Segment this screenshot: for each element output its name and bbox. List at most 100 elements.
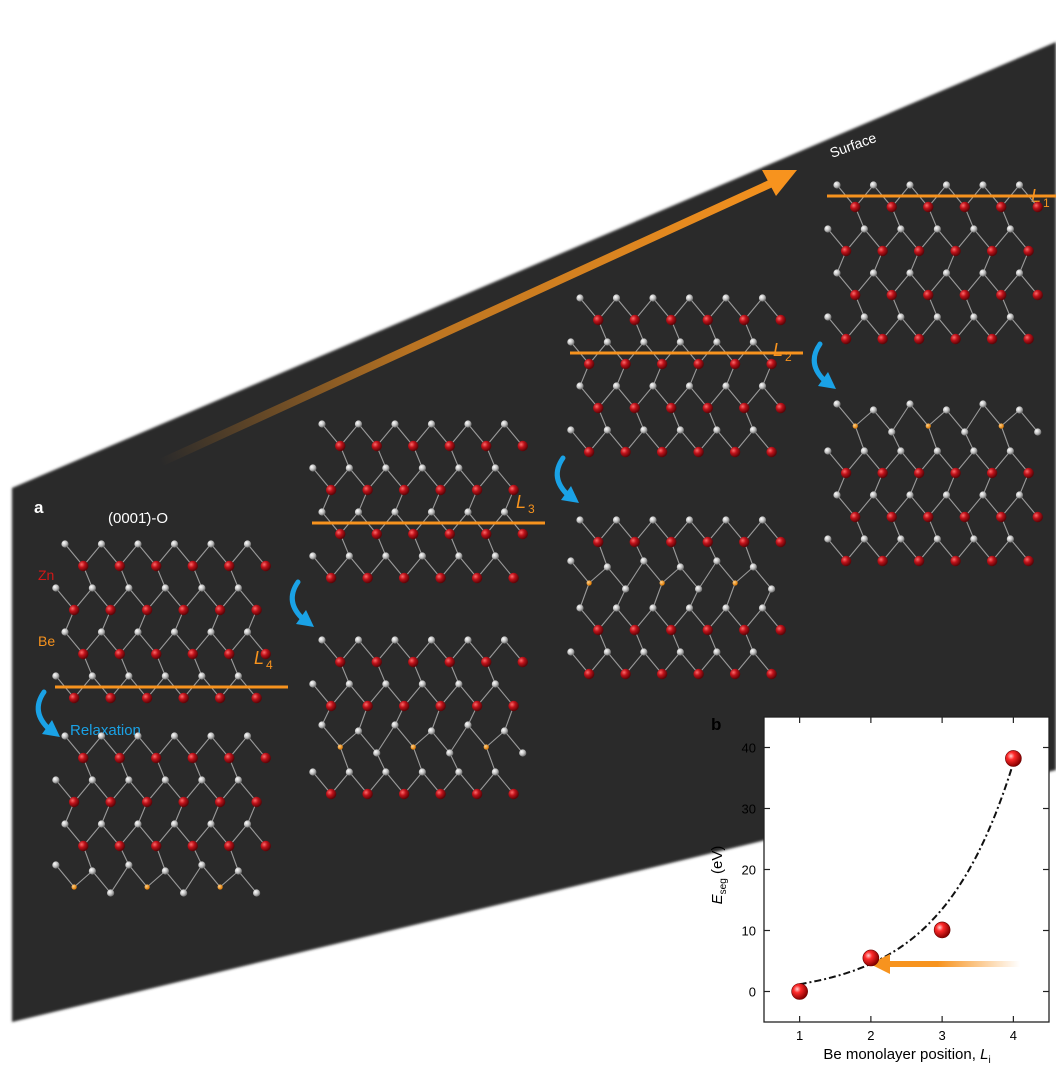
zn-atom xyxy=(178,796,189,808)
zn-atom xyxy=(739,314,750,326)
zn-atom xyxy=(78,840,89,852)
o-atom xyxy=(649,294,657,302)
o-atom xyxy=(860,225,868,233)
bond xyxy=(467,724,487,748)
o-atom xyxy=(722,604,730,612)
zn-atom xyxy=(398,484,410,496)
zn-atom xyxy=(141,796,153,808)
o-atom xyxy=(603,426,611,434)
bond xyxy=(485,730,505,748)
zn-atom xyxy=(593,624,604,636)
svg-text:L: L xyxy=(773,340,783,360)
zn-atom xyxy=(214,604,226,616)
o-atom xyxy=(685,516,694,524)
zn-atom xyxy=(508,700,519,712)
zn-atom xyxy=(886,289,897,301)
bond xyxy=(321,724,341,748)
zn-atom xyxy=(224,648,235,660)
data-point xyxy=(1005,750,1022,767)
bond xyxy=(412,730,432,748)
bond xyxy=(1019,409,1039,433)
zn-atom xyxy=(141,692,153,704)
o-atom xyxy=(897,225,905,233)
zn-atom xyxy=(950,467,961,479)
svg-text:L: L xyxy=(516,492,526,512)
o-atom xyxy=(455,552,463,560)
x-tick-label: 2 xyxy=(867,1028,874,1043)
o-atom xyxy=(309,768,317,776)
o-atom xyxy=(455,464,463,472)
bond xyxy=(55,864,75,888)
zn-atom xyxy=(1023,467,1034,479)
zn-atom xyxy=(481,440,492,452)
o-atom xyxy=(61,732,69,740)
slab-L4-initial xyxy=(52,540,288,704)
bond xyxy=(891,403,911,433)
zn-atom xyxy=(666,624,677,636)
zn-atom xyxy=(693,358,704,370)
zn-atom xyxy=(775,536,786,548)
data-points xyxy=(791,750,1022,1000)
zn-atom xyxy=(702,536,713,548)
o-atom xyxy=(125,672,133,680)
o-atom xyxy=(427,727,436,735)
zn-atom xyxy=(325,484,337,496)
o-atom xyxy=(427,636,436,644)
o-atom xyxy=(52,861,60,869)
relax-arrow-col1 xyxy=(35,689,60,737)
zn-atom xyxy=(593,402,604,414)
o-atom xyxy=(970,535,978,543)
zn-atom xyxy=(593,536,604,548)
o-atom xyxy=(198,776,206,784)
zn-atom xyxy=(629,536,640,548)
o-atom xyxy=(824,313,832,321)
o-atom xyxy=(134,540,142,548)
o-atom xyxy=(354,727,363,735)
zn-atom xyxy=(151,840,162,852)
be-atom xyxy=(337,744,343,750)
layer-label-L2: L 2 xyxy=(773,340,792,364)
o-atom xyxy=(97,628,106,636)
o-atom xyxy=(1015,181,1024,189)
bond xyxy=(964,403,984,433)
bond xyxy=(873,409,893,433)
o-atom xyxy=(180,889,188,897)
o-atom xyxy=(455,768,463,776)
bond xyxy=(1000,409,1020,427)
o-atom xyxy=(61,820,69,828)
zn-atom xyxy=(729,358,741,370)
o-atom xyxy=(309,464,317,472)
o-atom xyxy=(52,672,60,680)
o-atom xyxy=(749,338,757,346)
o-atom xyxy=(942,269,951,277)
o-atom xyxy=(961,428,969,436)
relax-arrow-col2 xyxy=(289,579,314,627)
zn-atom xyxy=(775,624,786,636)
x-tick-label: 3 xyxy=(939,1028,946,1043)
slab-L3-relaxed xyxy=(309,636,528,800)
o-atom xyxy=(1015,406,1024,414)
zn-atom xyxy=(517,440,528,452)
zn-atom xyxy=(850,511,861,523)
o-atom xyxy=(860,535,868,543)
zn-atom xyxy=(702,402,713,414)
zn-atom xyxy=(666,402,677,414)
be-atom xyxy=(71,884,77,890)
bond xyxy=(358,730,378,754)
o-atom xyxy=(464,420,472,428)
o-atom xyxy=(906,491,914,499)
zn-atom xyxy=(224,752,235,764)
o-atom xyxy=(345,768,353,776)
o-atom xyxy=(345,552,353,560)
bond xyxy=(752,566,773,590)
o-atom xyxy=(207,540,215,548)
zn-atom xyxy=(224,840,235,852)
o-atom xyxy=(198,672,206,680)
o-atom xyxy=(354,508,363,516)
o-atom xyxy=(933,225,941,233)
zn-atom xyxy=(913,467,925,479)
zn-atom xyxy=(362,484,373,496)
o-atom xyxy=(833,181,841,189)
o-atom xyxy=(869,406,878,414)
o-atom xyxy=(318,420,326,428)
